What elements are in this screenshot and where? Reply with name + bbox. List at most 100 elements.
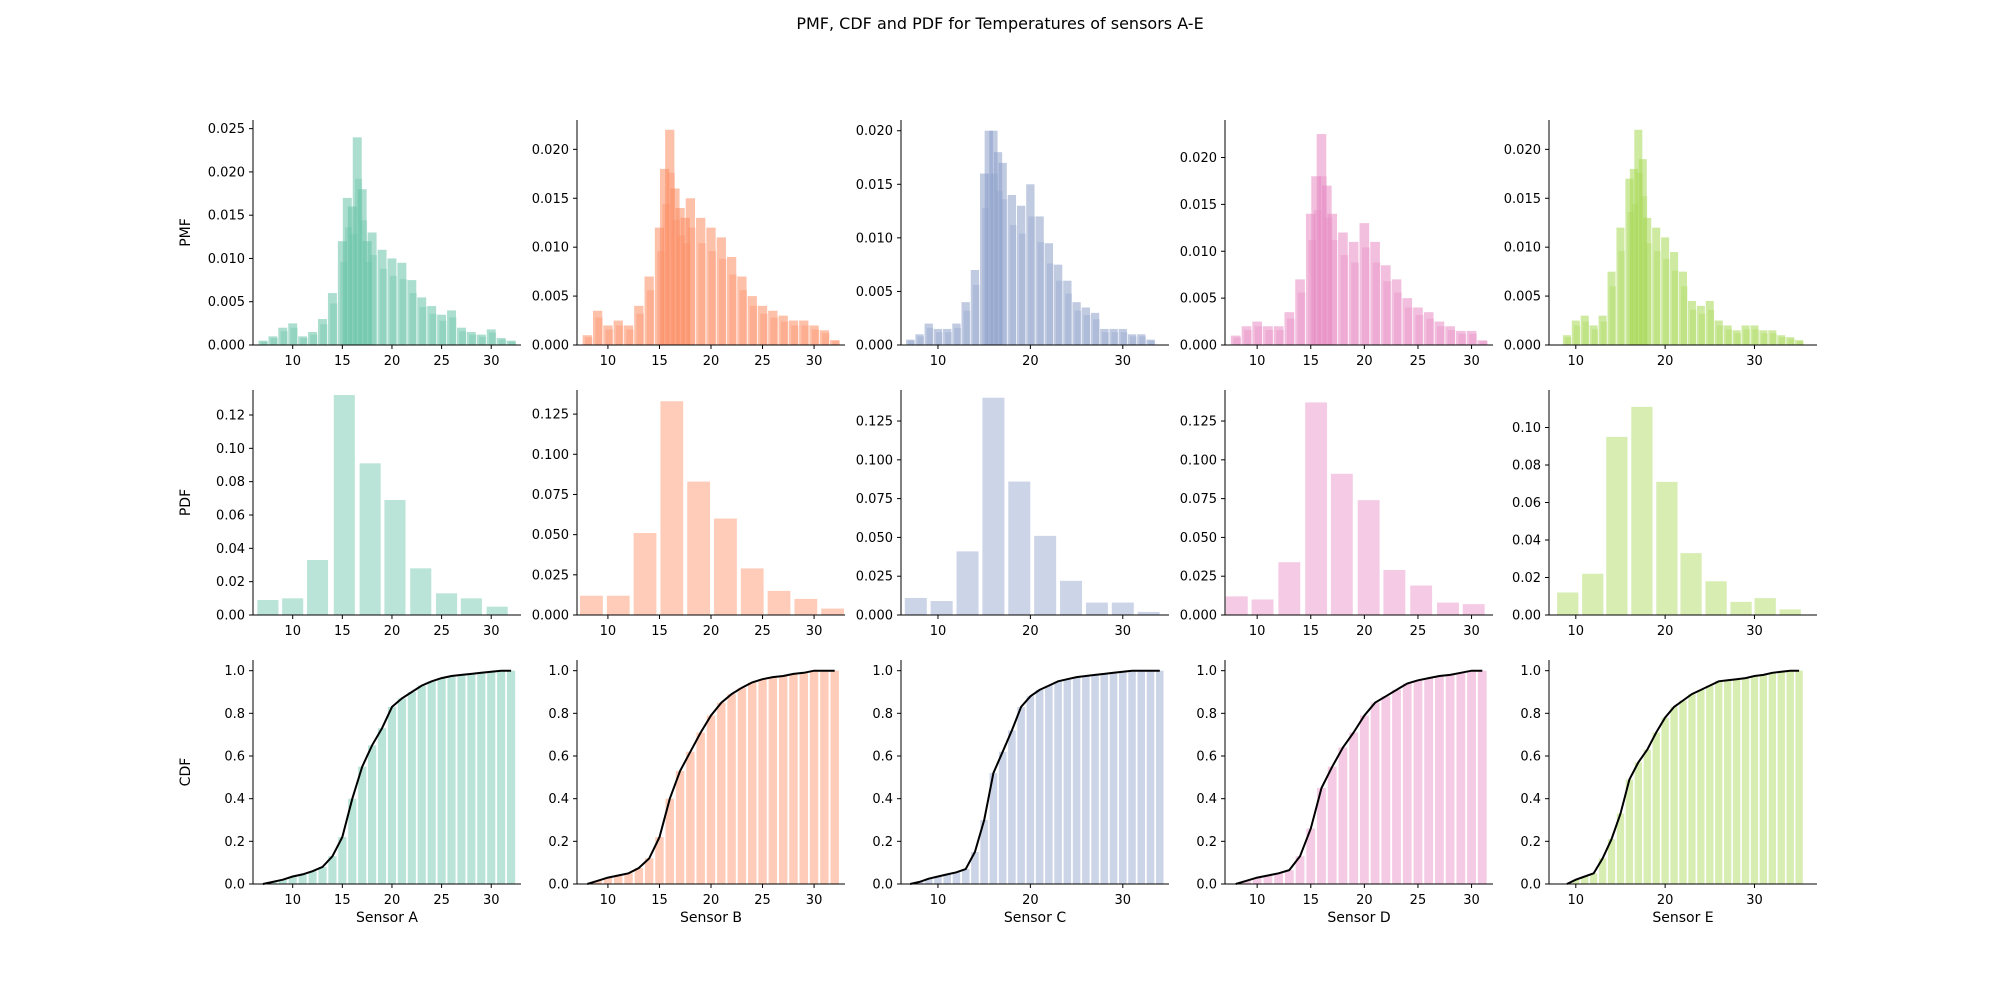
y-tick-label: 0.04	[1512, 534, 1541, 549]
cdf-bar	[675, 770, 685, 884]
pmf-bar	[298, 336, 308, 345]
y-tick-label: 0.0	[1520, 878, 1541, 893]
pmf-bar	[290, 327, 298, 345]
y-tick-label: 0.005	[1504, 290, 1541, 305]
cdf-bar	[1370, 702, 1380, 884]
cdf-bar	[915, 881, 924, 884]
cdf-bar	[624, 873, 633, 884]
y-axis-label: PMF	[178, 218, 194, 247]
y-tick-label: 0.4	[548, 792, 569, 807]
pmf-bar	[1072, 302, 1081, 345]
pmf-bar	[933, 328, 943, 345]
pmf-bar	[362, 241, 372, 345]
pmf-bar	[1305, 213, 1316, 345]
y-tick-label: 0.000	[1504, 339, 1541, 354]
pmf-bar	[830, 340, 840, 345]
pmf-bar	[1413, 307, 1423, 345]
y-tick-label: 0.050	[532, 528, 569, 543]
pmf-bar	[280, 331, 288, 345]
cdf-bar	[614, 875, 623, 884]
cdf-bar	[1679, 700, 1687, 884]
pmf-bar	[300, 338, 308, 345]
cdf-bar	[1295, 856, 1305, 884]
pmf-bar	[670, 188, 680, 345]
pmf-bar	[1148, 340, 1156, 345]
pdf-bar	[956, 551, 979, 615]
pdf-bar	[306, 560, 329, 615]
cdf-bar	[1467, 670, 1476, 884]
pmf-bar	[320, 324, 328, 345]
pmf-bar	[1598, 315, 1607, 345]
x-tick-label: 10	[600, 624, 617, 639]
pmf-bar	[822, 333, 830, 345]
pdf-bar	[1034, 535, 1057, 615]
cdf-bar	[308, 871, 317, 884]
cdf-bar	[1750, 676, 1759, 884]
pdf-bar	[1437, 602, 1459, 615]
pdf-bar	[1606, 436, 1628, 615]
pmf-bar	[459, 331, 467, 345]
pdf-bar	[821, 608, 845, 615]
pmf-bar	[1591, 329, 1599, 345]
cdf-bar	[634, 868, 644, 884]
pdf-bar	[606, 595, 630, 615]
pmf-bar	[1056, 280, 1063, 345]
x-tick-label: 10	[284, 624, 301, 639]
pmf-bar	[1672, 270, 1679, 345]
cdf-bar	[298, 874, 307, 884]
pmf-bar	[1415, 315, 1424, 345]
cdf-bar	[989, 773, 998, 884]
y-tick-label: 0.6	[872, 750, 893, 765]
pmf-bar	[1600, 321, 1608, 345]
pmf-bar	[476, 334, 486, 345]
cdf-bar	[1456, 672, 1466, 884]
pmf-bar	[1372, 262, 1381, 345]
cdf-bar	[696, 732, 705, 884]
pdf-bar	[794, 598, 818, 615]
pdf-bar	[1330, 473, 1353, 615]
cdf-bar	[467, 673, 476, 884]
pmf-bar	[1394, 292, 1402, 345]
cdf-bar	[1435, 676, 1444, 884]
pmf-bar	[1564, 337, 1572, 345]
x-tick-label: 10	[600, 354, 617, 369]
pmf-bar	[770, 317, 778, 345]
pmf-bar	[330, 303, 338, 345]
cdf-bar	[758, 679, 767, 884]
pmf-bar	[1714, 320, 1723, 345]
cdf-bar	[934, 876, 942, 884]
pmf-bar	[757, 305, 768, 345]
x-axis-label: Sensor D	[1327, 910, 1390, 926]
cdf-bar	[1590, 873, 1598, 884]
pmf-bar	[258, 340, 268, 345]
pmf-bar	[654, 227, 665, 345]
y-tick-label: 0.015	[532, 192, 569, 207]
pmf-bar	[417, 297, 427, 345]
pmf-bar	[1770, 333, 1777, 345]
cdf-bar	[1252, 877, 1262, 884]
x-tick-label: 10	[284, 893, 301, 908]
cdf-bar	[1045, 685, 1053, 884]
x-tick-label: 20	[1657, 893, 1674, 908]
cdf-bar	[477, 672, 486, 884]
pmf-bar	[906, 339, 915, 345]
cdf-bar	[1327, 766, 1337, 884]
pmf-bar	[924, 323, 933, 345]
cdf-bar	[1091, 674, 1099, 884]
cdf-bar	[748, 682, 757, 884]
pdf-bar	[740, 568, 764, 615]
pmf-bar	[1028, 216, 1035, 345]
cdf-line	[587, 669, 835, 885]
pmf-bar	[1426, 318, 1434, 345]
y-tick-label: 0.8	[548, 707, 569, 722]
x-tick-label: 15	[651, 354, 668, 369]
pmf-bar	[1752, 329, 1759, 345]
y-tick-label: 0.08	[216, 475, 245, 490]
pmf-bar	[1643, 217, 1652, 345]
pmf-bar	[718, 258, 727, 345]
x-tick-label: 30	[483, 893, 500, 908]
pmf-bar	[1359, 223, 1370, 345]
pmf-bar	[1723, 325, 1732, 345]
y-tick-label: 0.025	[1180, 570, 1217, 585]
x-tick-label: 10	[1249, 624, 1266, 639]
